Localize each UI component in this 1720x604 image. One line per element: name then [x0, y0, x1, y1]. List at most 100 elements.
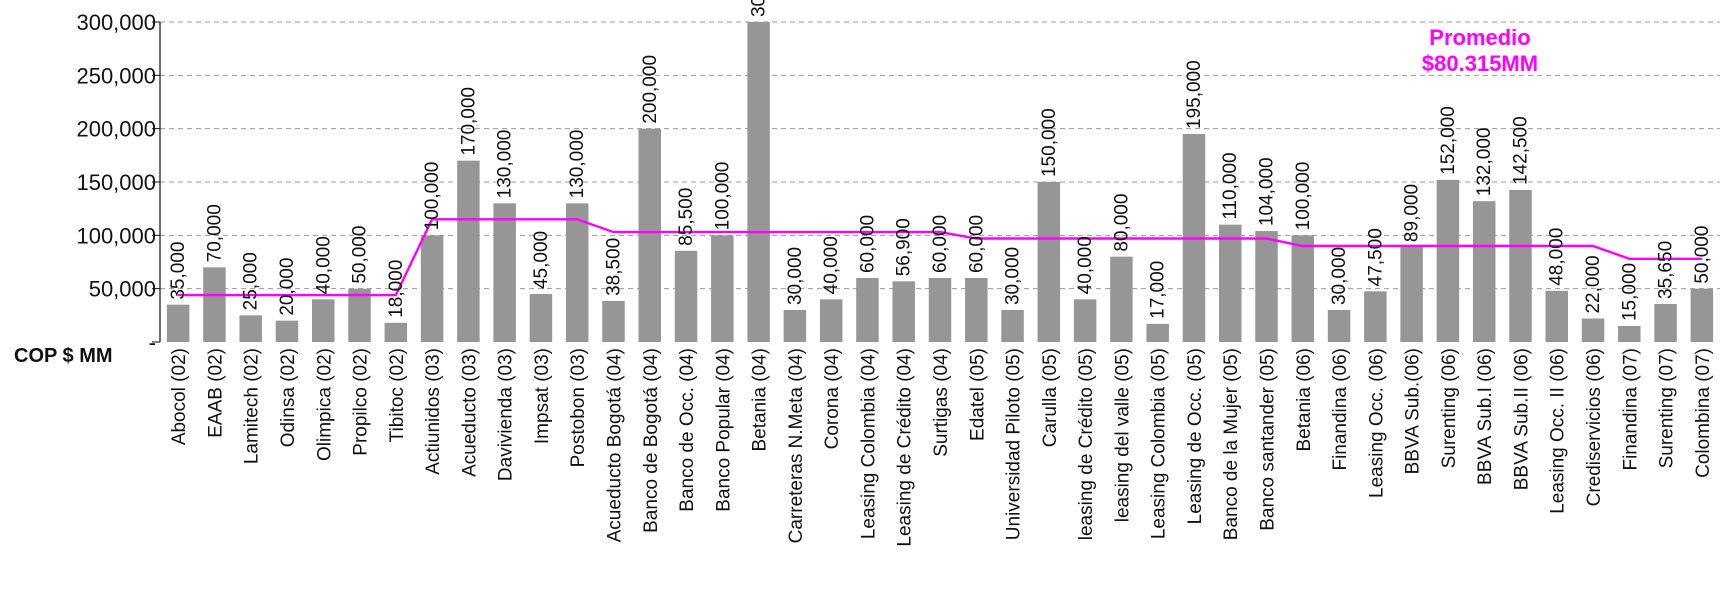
category-label: leasing de Crédito (05)	[1076, 348, 1097, 540]
bar-data-label: 35,650	[1656, 241, 1677, 299]
bar	[1255, 231, 1278, 342]
bar	[275, 320, 299, 342]
bar-data-label: 45,000	[531, 231, 552, 289]
category-label: Corona (04)	[822, 348, 843, 449]
bar-data-label: 200,000	[640, 55, 661, 124]
bar-data-label: 20,000	[277, 258, 298, 316]
bar-data-label: 30,000	[1003, 247, 1024, 305]
axes	[152, 21, 161, 343]
category-label: Finandina (07)	[1620, 348, 1641, 471]
category-label: Abocol (02)	[169, 348, 190, 445]
bar-data-label: 110,000	[1220, 152, 1241, 219]
bar-data-label: 60,000	[857, 215, 878, 273]
bar-data-label: 60,000	[930, 215, 951, 273]
bar	[1110, 256, 1133, 342]
y-tick-label: 100,000	[76, 223, 156, 248]
category-label: leasing del valle (05)	[1112, 348, 1133, 522]
bar	[1509, 190, 1532, 342]
category-label: Banco santander (05)	[1258, 348, 1279, 531]
bar-data-label: 17,000	[1148, 261, 1169, 319]
bar-data-label: 104,000	[1257, 157, 1278, 226]
bar-data-label: 15,000	[1619, 263, 1640, 321]
category-label: Leasing Colombia (04)	[858, 348, 879, 539]
bar-data-label: 195,000	[1184, 60, 1205, 129]
bar-data-label: 60,000	[966, 215, 987, 273]
bar	[166, 304, 190, 342]
bar-data-label: 38,500	[603, 238, 624, 296]
category-label: BBVA Sub.II (06)	[1511, 348, 1532, 490]
bar-data-label: 18,000	[386, 260, 407, 318]
bar	[203, 267, 226, 342]
category-label: BBVA Sub.(06)	[1403, 348, 1424, 474]
bar	[1218, 224, 1242, 342]
category-label: Universidad Piloto (05)	[1004, 348, 1025, 540]
bar-data-label: 130,000	[567, 130, 588, 199]
bar-data-label: 40,000	[1075, 236, 1096, 294]
bar	[1618, 326, 1641, 342]
bar	[1291, 235, 1315, 342]
category-label: BBVA Sub.I (06)	[1475, 348, 1496, 485]
category-labels: Abocol (02) EAAB (02) Lamitech (02) Odinsa …	[169, 348, 1714, 547]
gridlines	[160, 21, 1720, 290]
category-label: Surtigas (04)	[931, 348, 952, 457]
bar	[493, 203, 516, 342]
category-label: Leasing Colombia (05)	[1149, 348, 1170, 539]
y-tick-label: 250,000	[76, 63, 156, 88]
bar-data-label: 50,000	[1692, 226, 1713, 284]
bar-data-label: 100,000	[422, 162, 443, 231]
category-label: Banco de la Mujer (05)	[1221, 348, 1242, 540]
bar	[239, 315, 262, 342]
bar-data-label: 100,000	[1293, 162, 1314, 231]
bar	[312, 299, 335, 342]
bar	[711, 235, 734, 342]
category-label: Acueducto Bogotá (04)	[604, 348, 625, 542]
y-tick-label: 200,000	[76, 117, 156, 142]
bar-data-label: 142,500	[1510, 116, 1531, 185]
bar-data-label: 300,000	[749, 0, 770, 17]
bar	[819, 299, 843, 342]
bar-data-label: 47,500	[1365, 228, 1386, 286]
bar-data-label: 35,000	[168, 242, 189, 300]
category-label: Tibitoc (02)	[387, 348, 408, 442]
bar-data-label: 89,000	[1402, 184, 1423, 242]
category-label: Surenting (07)	[1657, 348, 1678, 468]
bar	[783, 310, 807, 342]
bar-data-label: 30,000	[1329, 247, 1350, 305]
bar	[1690, 288, 1714, 342]
category-label: Betania (06)	[1294, 348, 1315, 452]
bar	[1073, 299, 1097, 342]
average-annotation-label: Promedio	[1429, 25, 1530, 50]
category-label: EAAB (02)	[205, 348, 226, 438]
bar	[1545, 290, 1568, 342]
bar-data-label: 56,900	[894, 218, 915, 276]
bar	[1581, 318, 1605, 342]
data-labels: 35,000 70,000 25,000 20,000 40,000 50,000 18,0…	[168, 0, 1713, 321]
bar	[928, 278, 952, 342]
bar	[1436, 179, 1460, 342]
bar	[457, 160, 480, 342]
bar	[1400, 247, 1423, 342]
category-label: Banco de Occ. (04)	[677, 348, 698, 512]
y-tick-label: -	[149, 330, 156, 355]
bar	[856, 278, 879, 342]
bar-data-label: 40,000	[821, 236, 842, 294]
category-label: Actiunidos (03)	[423, 348, 444, 475]
bar-data-label: 85,500	[676, 188, 697, 246]
average-line-layer	[178, 218, 1702, 297]
bar	[1472, 201, 1496, 342]
bar	[420, 235, 444, 342]
category-label: Carulla (05)	[1040, 348, 1061, 447]
y-tick-label: 150,000	[76, 170, 156, 195]
category-label: Edatel (05)	[967, 348, 988, 441]
category-label: Odinsa (02)	[278, 348, 299, 447]
bar-data-label: 152,000	[1438, 106, 1459, 175]
category-label: Carreteras N.Meta (04)	[786, 348, 807, 543]
category-label: Colombina (07)	[1693, 348, 1714, 478]
category-label: Crediservicios (06)	[1584, 348, 1605, 506]
bar-data-label: 130,000	[495, 130, 516, 199]
category-label: Finandina (06)	[1330, 348, 1351, 471]
bars	[166, 22, 1714, 342]
bar-data-label: 170,000	[458, 87, 479, 156]
